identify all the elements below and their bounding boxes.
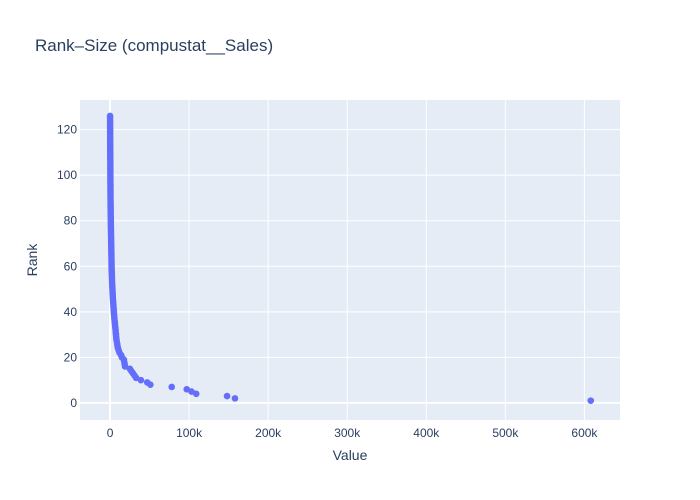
y-tick-label: 0 — [70, 396, 77, 410]
y-axis-ticks: 0 20 40 60 80 100 120 — [57, 123, 77, 410]
x-tick-label: 600k — [571, 426, 598, 440]
y-tick-label: 40 — [64, 305, 78, 319]
x-axis-ticks: 0 100k 200k 300k 400k 500k 600k — [107, 426, 599, 440]
data-point — [223, 392, 231, 400]
data-point — [143, 379, 151, 386]
y-tick-label: 60 — [64, 259, 78, 273]
chart-title: Rank–Size (compustat__Sales) — [35, 36, 273, 55]
x-tick-label: 300k — [334, 426, 361, 440]
y-tick-label: 80 — [64, 214, 78, 228]
plot-area — [80, 100, 620, 420]
data-point — [168, 383, 176, 391]
data-point — [106, 112, 114, 120]
data-point — [231, 395, 239, 402]
y-tick-label: 100 — [57, 168, 77, 182]
x-tick-label: 200k — [255, 426, 282, 440]
y-axis-title: Rank — [24, 243, 40, 277]
data-point — [587, 397, 595, 404]
x-tick-label: 100k — [176, 426, 203, 440]
y-tick-label: 120 — [57, 123, 77, 137]
data-points — [106, 112, 595, 404]
x-axis-title: Value — [333, 447, 368, 463]
x-tick-label: 0 — [107, 426, 114, 440]
x-tick-label: 500k — [492, 426, 519, 440]
x-tick-label: 400k — [413, 426, 440, 440]
y-tick-label: 20 — [64, 350, 78, 364]
gridlines — [80, 100, 620, 420]
data-point — [183, 385, 191, 393]
